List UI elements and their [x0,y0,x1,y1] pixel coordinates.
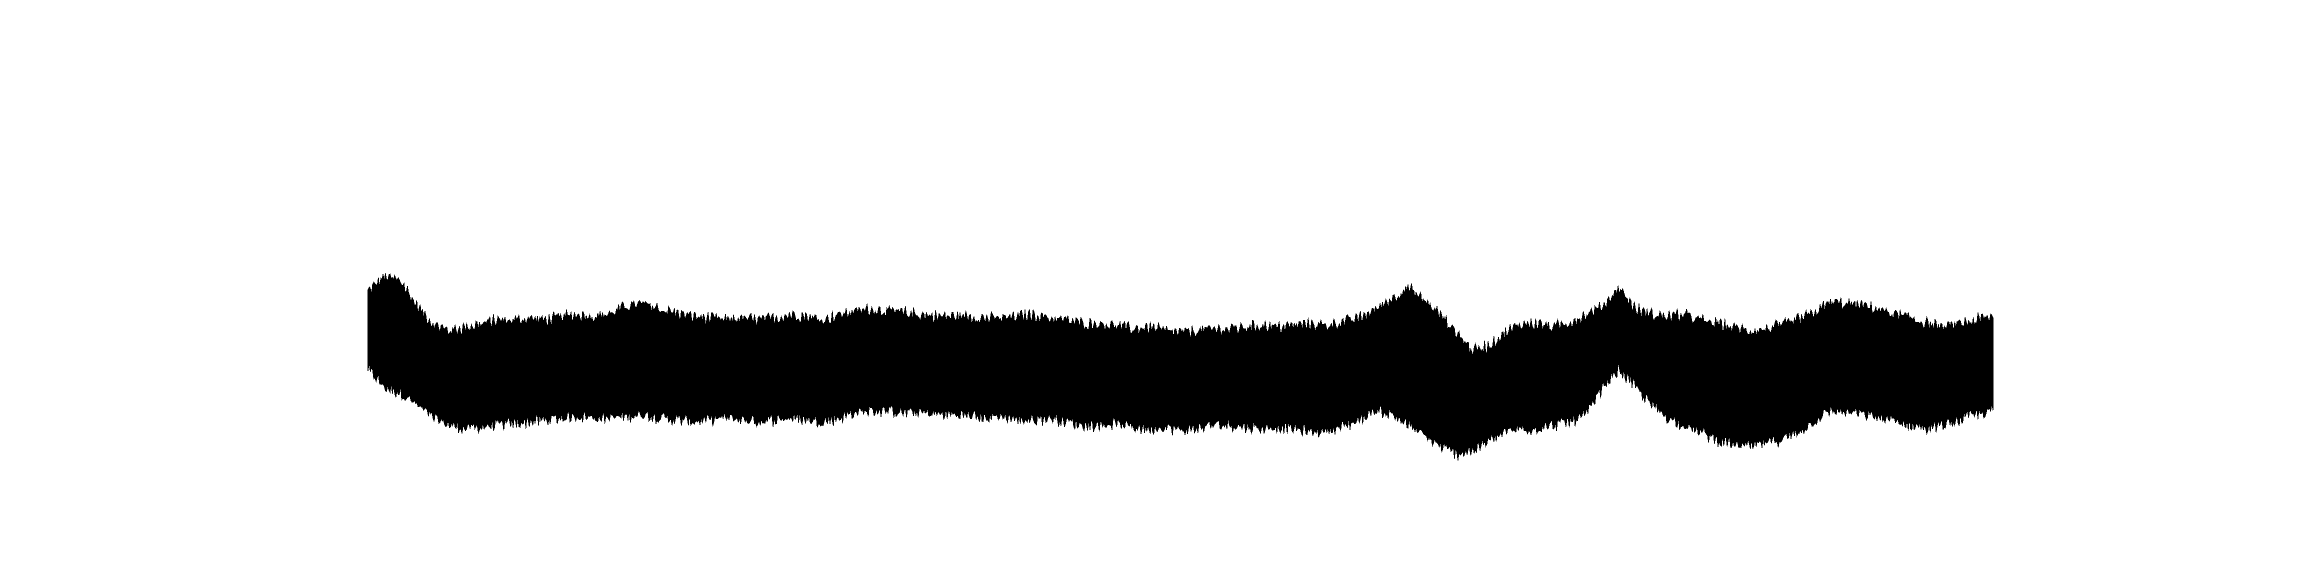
waveform-series [367,273,1994,461]
waveform-area [367,273,1994,461]
